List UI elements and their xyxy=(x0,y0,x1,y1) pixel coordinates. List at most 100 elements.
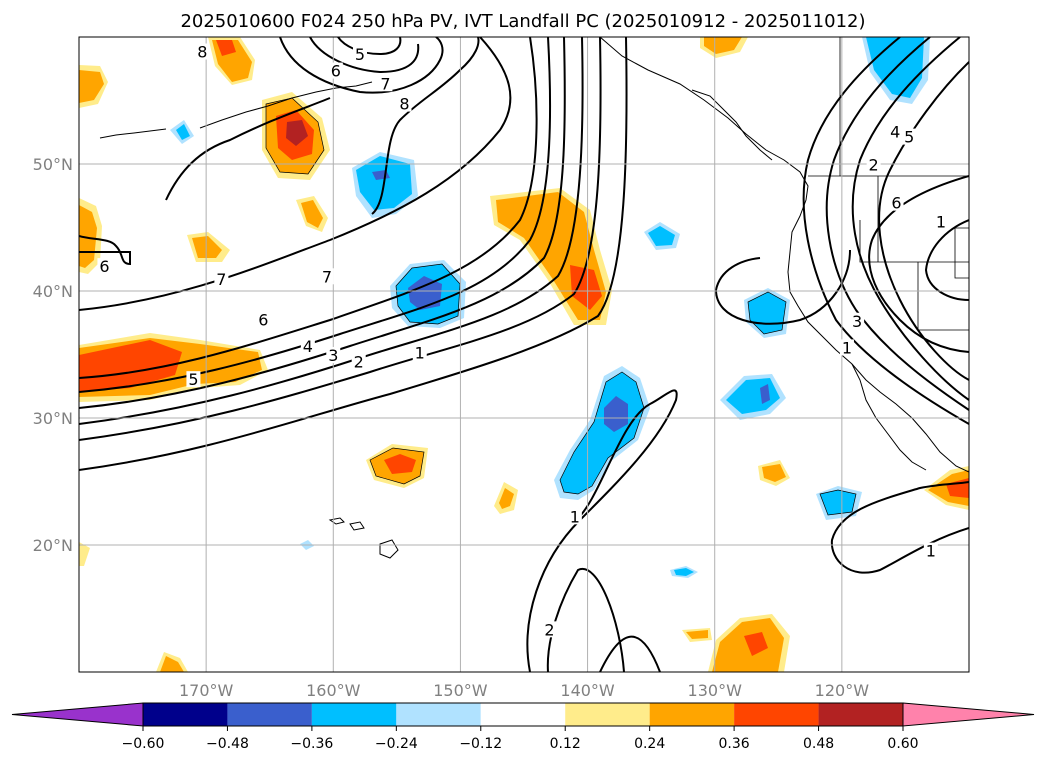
contour-label-bg xyxy=(888,123,903,140)
colorbar-bin xyxy=(227,703,312,726)
latitude-label: 50°N xyxy=(33,155,73,174)
contour-label-bg xyxy=(923,542,938,559)
coastlines xyxy=(99,37,969,559)
ivt-contour xyxy=(79,37,628,471)
contour-label-bg xyxy=(412,344,427,361)
latitude-label: 40°N xyxy=(33,282,73,301)
contour-label: 6 xyxy=(258,310,268,329)
colorbar-extend-low xyxy=(11,702,144,727)
contour-label-bg xyxy=(326,347,341,364)
pv-anomaly-negative xyxy=(820,490,856,515)
coastline-islands-bc xyxy=(691,89,773,161)
contour-label-bg xyxy=(866,156,881,173)
colorbar-tick-label: 0.60 xyxy=(887,736,918,752)
contour-label: 1 xyxy=(936,213,946,232)
ivt-contour xyxy=(830,481,969,574)
colorbar-tick-label: −0.60 xyxy=(122,736,165,752)
ivt-contour xyxy=(165,97,331,201)
contour-label: 1 xyxy=(570,507,580,526)
contour-label: 7 xyxy=(322,267,332,286)
ivt-contour xyxy=(79,37,602,441)
colorbar: −0.60 −0.48 −0.36 −0.24 −0.12 0.12 0.24 0.36 0.4… xyxy=(11,702,1035,752)
pv-anomaly-negative xyxy=(648,226,675,246)
colorbar-tick-label: −0.48 xyxy=(206,736,249,752)
longitude-label: 130°W xyxy=(688,681,743,700)
ivt-contour xyxy=(79,235,131,266)
contour-label-bg xyxy=(256,311,271,328)
ivt-contour xyxy=(79,37,512,311)
pv-outline xyxy=(265,97,325,175)
pv-outline xyxy=(369,447,425,485)
contour-label: 2 xyxy=(354,352,364,371)
contour-label: 6 xyxy=(99,257,109,276)
pv-anomaly-positive xyxy=(499,488,514,509)
pv-anomaly-positive xyxy=(192,236,222,258)
contour-label-bg xyxy=(889,194,904,211)
longitude-label: 160°W xyxy=(306,681,361,700)
contour-label: 6 xyxy=(891,194,901,213)
pv-anomaly-positive xyxy=(286,120,308,146)
map-title: 2025010600 F024 250 hPa PV, IVT Landfall… xyxy=(180,11,865,32)
pv-anomaly-positive xyxy=(384,454,416,474)
contour-label-bg xyxy=(214,270,229,287)
pv-anomaly-positive xyxy=(762,464,786,482)
ivt-contour xyxy=(868,175,969,353)
contour-label: 8 xyxy=(197,43,207,62)
contour-label-bg xyxy=(378,75,393,92)
pv-anomaly-positive xyxy=(79,70,104,103)
colorbar-bin xyxy=(480,703,566,726)
colorbar-tick-label: −0.24 xyxy=(375,736,418,752)
latitude-labels: 20°N 30°N 40°N 50°N xyxy=(33,155,73,555)
longitude-label: 170°W xyxy=(179,681,234,700)
ivt-contour xyxy=(79,37,552,393)
pv-outline xyxy=(819,489,857,516)
coastline-aleutians xyxy=(99,128,167,139)
contour-label-bg xyxy=(839,339,854,356)
pv-anomaly-negative xyxy=(408,276,442,310)
contour-label-bg xyxy=(542,621,557,638)
ivt-contour xyxy=(851,37,969,401)
colorbar-bin xyxy=(396,703,481,726)
colorbar-bin xyxy=(143,703,228,726)
colorbar-tick-label: 0.36 xyxy=(719,736,750,752)
contour-label: 1 xyxy=(415,344,425,363)
pv-anomaly-positive xyxy=(79,542,90,566)
pv-anomaly-positive xyxy=(216,40,236,56)
pv-anomaly-positive xyxy=(301,200,323,228)
map-frame xyxy=(78,36,970,673)
pv-outline xyxy=(747,291,787,335)
pv-anomaly-positive xyxy=(686,630,708,639)
contour-label: 5 xyxy=(355,45,365,64)
ivt-contour xyxy=(546,567,625,672)
ivt-contour xyxy=(337,37,402,56)
pv-anomaly-negative xyxy=(760,384,770,404)
coastline-north-america xyxy=(599,37,969,473)
ivt-contour xyxy=(371,37,480,215)
pv-positive-anomalies xyxy=(79,37,969,672)
contour-label: 4 xyxy=(890,123,900,142)
latitude-label: 30°N xyxy=(33,409,73,428)
pv-anomaly-positive xyxy=(744,632,768,656)
colorbar-tick-label: 0.12 xyxy=(550,736,581,752)
colorbar-bin xyxy=(649,703,735,726)
pv-anomaly-positive xyxy=(160,656,184,672)
contour-label-bg xyxy=(195,43,210,60)
contour-label: 3 xyxy=(328,346,338,365)
ivt-contour xyxy=(309,37,420,74)
contour-label: 2 xyxy=(544,620,554,639)
pv-outline xyxy=(395,263,461,325)
contour-label-bg xyxy=(351,353,366,370)
contour-label: 5 xyxy=(188,370,198,389)
ivt-contour xyxy=(79,37,584,425)
ivt-contour xyxy=(79,37,538,379)
coastline-baja xyxy=(851,363,927,471)
longitude-label: 150°W xyxy=(433,681,488,700)
colorbar-tick-label: −0.36 xyxy=(290,736,333,752)
pv-anomaly-positive xyxy=(570,265,602,310)
colorbar-bin xyxy=(565,703,650,726)
pv-anomaly-negative xyxy=(176,124,190,140)
contour-label-bg xyxy=(97,258,112,275)
coastline-alaska-peninsula xyxy=(199,81,373,129)
